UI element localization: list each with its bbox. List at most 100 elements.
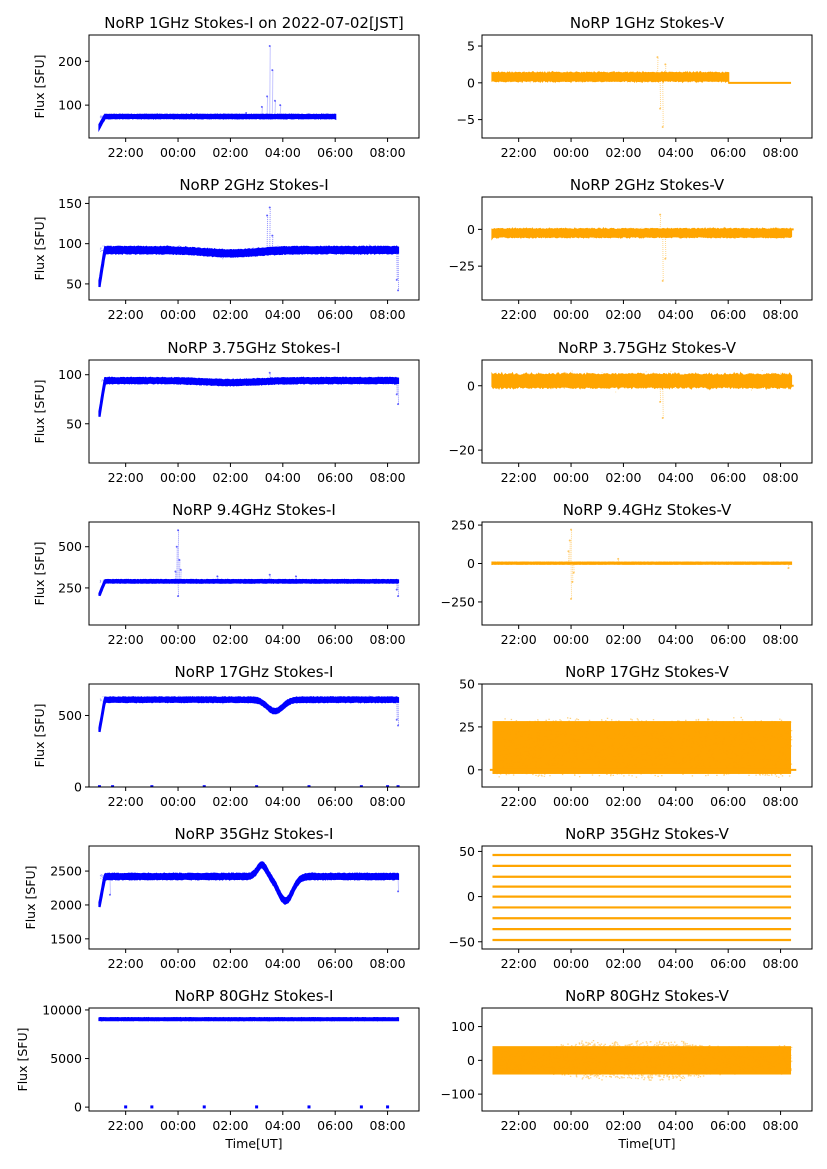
data-point	[111, 785, 115, 787]
subplot-8: 0 500 22:00 00:00 02:00 04:00 06:00 08:00 NoRP 1…	[32, 663, 420, 809]
axes-frame	[481, 34, 813, 139]
data-spike	[664, 233, 667, 259]
data-point	[307, 1105, 311, 1109]
x-tick-label: 06:00	[710, 956, 746, 971]
data-point	[661, 279, 664, 282]
data-point	[216, 575, 219, 578]
x-tick-label: 22:00	[501, 307, 537, 322]
x-tick-label: 04:00	[265, 145, 301, 160]
y-axis-label: Flux [SFU]	[32, 217, 47, 281]
x-tick-label: 08:00	[370, 794, 406, 809]
y-tick-label: 50	[459, 677, 475, 692]
y-tick-label: 1500	[50, 931, 82, 946]
subplot-title: NoRP 17GHz Stokes-V	[565, 663, 730, 681]
data-point	[659, 107, 662, 110]
y-tick-label: 100	[58, 98, 82, 113]
x-tick-label: 00:00	[553, 632, 589, 647]
data-spike	[569, 540, 571, 564]
x-tick-label: 06:00	[317, 307, 353, 322]
y-axis-label: Flux [SFU]	[23, 866, 38, 930]
plot-area	[489, 716, 797, 778]
data-spike	[176, 546, 178, 582]
x-tick-label: 02:00	[212, 632, 248, 647]
x-tick-label: 22:00	[501, 956, 537, 971]
data-spike	[397, 250, 400, 291]
data-point	[174, 570, 177, 573]
y-tick-label: 50	[66, 416, 82, 431]
x-tick-label: 02:00	[212, 145, 248, 160]
data-point	[656, 56, 659, 59]
data-point	[397, 890, 400, 893]
x-tick-label: 06:00	[710, 470, 746, 485]
x-tick-label: 00:00	[553, 307, 589, 322]
y-tick-label: 0	[74, 1100, 82, 1115]
data-spike	[177, 581, 180, 597]
data-point	[396, 785, 400, 787]
data-point	[397, 724, 400, 727]
data-point	[150, 785, 154, 787]
x-tick-label: 08:00	[763, 956, 799, 971]
subplot-12: 0 5000 10000 22:00 00:00 02:00 04:00 06:00 08:00…	[15, 987, 420, 1151]
y-tick-label: 250	[58, 580, 82, 595]
data-trace	[98, 861, 400, 908]
subplot-5: 0 −20 22:00 00:00 02:00 04:00 06:00 08:00 NoRP 3…	[449, 339, 813, 485]
data-spike	[269, 207, 271, 251]
data-point	[570, 597, 573, 600]
y-tick-label: 200	[58, 54, 82, 69]
data-points	[492, 716, 793, 778]
data-spike	[662, 76, 664, 127]
data-spike	[177, 530, 180, 582]
y-tick-label: 50	[66, 276, 82, 291]
data-point	[661, 416, 664, 419]
y-tick-label: 100	[58, 236, 82, 251]
data-point	[190, 112, 193, 115]
data-point	[177, 529, 180, 532]
y-tick-label: 500	[58, 539, 82, 554]
data-point	[664, 63, 667, 66]
plot-area	[98, 206, 400, 292]
x-tick-label: 00:00	[160, 794, 196, 809]
subplot-title: NoRP 17GHz Stokes-I	[175, 663, 334, 681]
data-point	[150, 1105, 154, 1109]
data-spike	[396, 581, 398, 590]
data-point	[395, 393, 398, 396]
subplot-7: 250 0 −250 22:00 00:00 02:00 04:00 06:00 08:00 No…	[441, 501, 813, 647]
x-tick-label: 08:00	[763, 145, 799, 160]
y-tick-label: 0	[467, 1053, 475, 1068]
y-tick-label: −50	[449, 934, 475, 949]
y-tick-label: 5	[467, 39, 475, 54]
y-tick-label: 0	[467, 222, 475, 237]
data-spike	[659, 76, 662, 109]
x-tick-label: 04:00	[658, 307, 694, 322]
axes-frame	[88, 34, 420, 139]
y-tick-label: 5000	[50, 1051, 82, 1066]
y-axis-label: Flux [SFU]	[32, 380, 47, 444]
data-points	[99, 579, 399, 584]
x-tick-label: 08:00	[763, 470, 799, 485]
subplot-title: NoRP 2GHz Stokes-I	[179, 176, 328, 194]
data-points	[99, 1017, 398, 1022]
data-point	[572, 571, 575, 574]
x-tick-label: 00:00	[553, 794, 589, 809]
y-tick-label: 10000	[42, 1002, 82, 1017]
data-point	[97, 785, 101, 787]
x-tick-label: 22:00	[501, 470, 537, 485]
data-points	[492, 370, 792, 393]
data-point	[787, 567, 790, 570]
data-point	[570, 528, 573, 531]
x-tick-label: 22:00	[108, 470, 144, 485]
data-spike	[664, 64, 667, 77]
subplot-6: 250 500 22:00 00:00 02:00 04:00 06:00 08:00 NoRP…	[32, 501, 420, 647]
x-tick-label: 08:00	[370, 956, 406, 971]
data-point	[268, 573, 271, 576]
data-trace	[491, 226, 793, 241]
data-points	[99, 113, 337, 120]
x-tick-label: 04:00	[265, 956, 301, 971]
data-point	[124, 1105, 128, 1109]
data-point	[273, 99, 276, 102]
data-spike	[567, 551, 570, 564]
plot-area	[98, 371, 400, 417]
data-point	[395, 588, 398, 591]
x-tick-label: 06:00	[710, 145, 746, 160]
x-tick-label: 08:00	[370, 307, 406, 322]
